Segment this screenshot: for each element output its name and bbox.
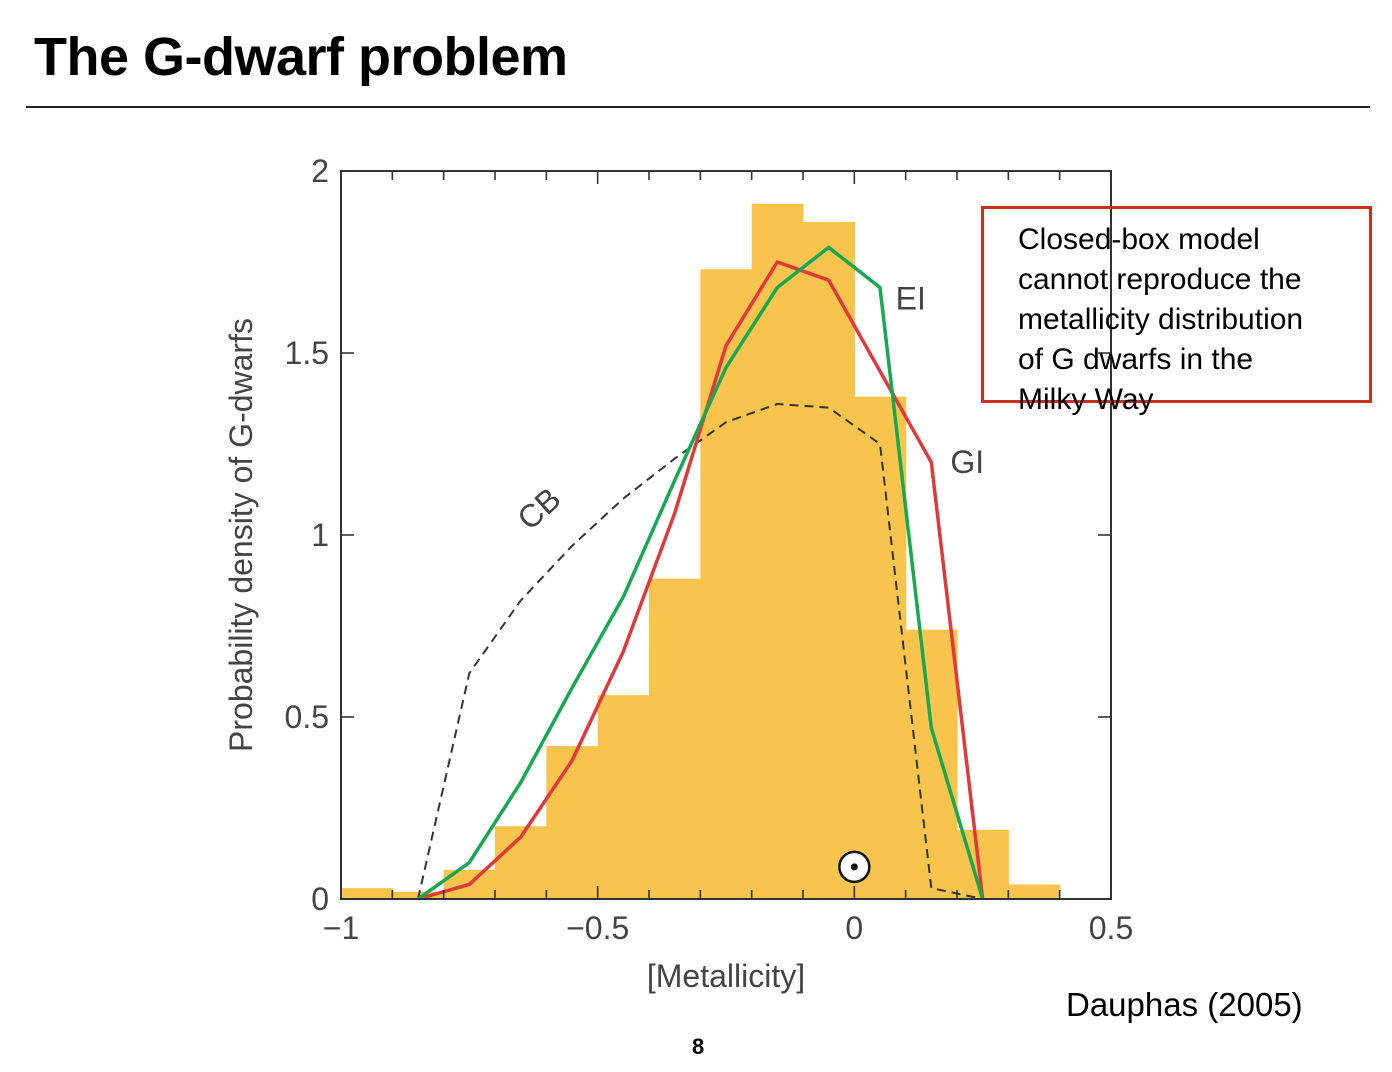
histogram-bar <box>700 269 753 899</box>
callout-box: Closed-box model cannot reproduce the meta… <box>981 206 1372 416</box>
axis-ticks <box>340 170 1112 900</box>
x-tick-label: 0 <box>845 910 863 946</box>
callout-line: metallicity distribution <box>1018 303 1304 336</box>
curve-label-cb: CB <box>510 480 567 536</box>
x-axis-label: [Metallicity] <box>647 958 805 994</box>
x-tick-label: −1 <box>323 910 359 946</box>
y-tick-label: 0 <box>311 881 329 917</box>
title-divider <box>26 106 1370 108</box>
sun-symbol-icon <box>838 850 871 884</box>
y-axis-label: Probability density of G-dwarfs <box>223 318 259 752</box>
x-tick-label: −0.5 <box>566 910 629 946</box>
model-curves <box>416 245 985 901</box>
histogram-bar <box>649 578 701 899</box>
y-tick-label: 0.5 <box>285 699 329 735</box>
curve-ei <box>416 245 985 901</box>
curve-label-ei: EI <box>896 280 926 316</box>
y-tick-label: 1 <box>311 517 329 553</box>
histogram-bar <box>1008 884 1061 899</box>
histogram-bar <box>803 221 855 899</box>
histogram-bar <box>546 746 599 899</box>
histogram-bar <box>341 888 393 899</box>
curve-gi <box>417 260 985 901</box>
histogram-bar <box>905 629 958 899</box>
callout-line: Milky Way <box>1018 383 1154 416</box>
curve-label-gi: GI <box>950 444 984 480</box>
callout-line: of G dwarfs in the <box>1018 343 1254 376</box>
axis-labels: −1 −0.5 0 0.5 0 0.5 1 1.5 2 [Metallicity] Probabil… <box>223 153 1133 994</box>
callout-line: cannot reproduce the <box>1018 263 1302 296</box>
histogram-bar <box>751 203 804 899</box>
citation: Dauphas (2005) <box>1066 986 1303 1023</box>
y-tick-label: 2 <box>311 153 329 189</box>
histogram-bar <box>854 396 907 899</box>
histogram <box>341 203 1061 899</box>
slide-title: The G-dwarf problem <box>34 27 568 87</box>
y-tick-label: 1.5 <box>285 335 329 371</box>
x-tick-label: 0.5 <box>1089 910 1133 946</box>
sun-dot <box>850 863 858 871</box>
callout-line: Closed-box model <box>1018 223 1260 256</box>
curve-cb <box>417 403 983 900</box>
page-number: 8 <box>692 1034 705 1059</box>
histogram-bar <box>597 695 650 899</box>
